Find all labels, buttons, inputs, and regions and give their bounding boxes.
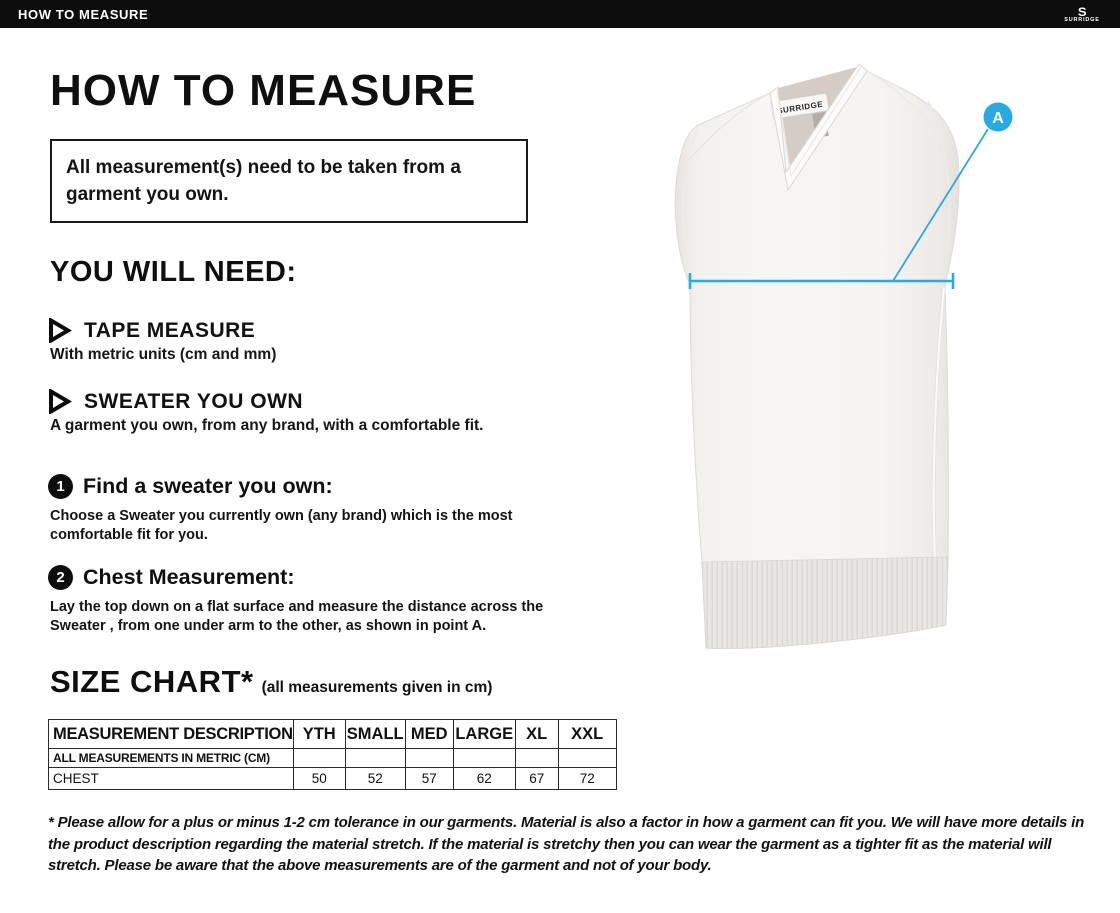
play-triangle-icon: [49, 318, 72, 343]
you-will-need-heading: YOU WILL NEED:: [50, 256, 297, 288]
table-cell: [344, 748, 406, 768]
table-cell: 62: [452, 767, 516, 790]
step-1-header: 1 Find a sweater you own:: [48, 474, 333, 499]
table-row-metric-note: ALL MEASUREMENTS IN METRIC (CM): [48, 748, 617, 768]
table-cell: 57: [404, 767, 454, 790]
size-chart-table: MEASUREMENT DESCRIPTION YTH SMALL MED LA…: [48, 719, 617, 790]
table-cell: [514, 748, 559, 768]
column-header: LARGE: [452, 719, 516, 749]
sweater-collar: SURRIDGE: [769, 63, 868, 192]
step-2-title: Chest Measurement:: [83, 565, 295, 589]
need-item-label: TAPE MEASURE: [84, 318, 256, 342]
column-header: YTH: [292, 719, 346, 749]
table-cell: 50: [292, 767, 346, 790]
top-bar: HOW TO MEASURE S SURRIDGE: [0, 0, 1120, 28]
sweater-body: [674, 70, 960, 650]
step-1-description: Choose a Sweater you currently own (any …: [50, 508, 513, 543]
column-header: SMALL: [344, 719, 406, 749]
need-item-tape-measure: TAPE MEASURE: [48, 318, 255, 343]
sweater-hem: [701, 556, 949, 649]
size-chart-subheading: (all measurements given in cm): [261, 679, 493, 696]
column-header: MED: [404, 719, 454, 749]
size-chart-heading-row: SIZE CHART* (all measurements given in c…: [50, 664, 492, 700]
table-cell: 72: [557, 767, 617, 790]
size-chart-heading: SIZE CHART*: [50, 664, 254, 699]
sweater-diagram: SURRIDGE A: [674, 63, 1013, 650]
chest-measurement-line: [688, 128, 989, 289]
need-item-description: A garment you own, from any brand, with …: [50, 417, 484, 434]
row-label: CHEST: [48, 767, 294, 790]
column-header: MEASUREMENT DESCRIPTION: [48, 719, 294, 749]
step-1-number-badge: 1: [48, 474, 73, 499]
top-bar-title: HOW TO MEASURE: [18, 6, 149, 22]
column-header: XXL: [557, 719, 617, 749]
page-title: HOW TO MEASURE: [50, 66, 477, 115]
table-row-chest: CHEST 50 52 57 62 67 72: [48, 767, 617, 790]
table-cell: 67: [514, 767, 559, 790]
surridge-logo-text: SURRIDGE: [1064, 17, 1100, 23]
table-cell: [292, 748, 346, 768]
step-2-description: Lay the top down on a flat surface and m…: [50, 599, 544, 634]
step-2-header: 2 Chest Measurement:: [48, 565, 294, 590]
point-a-label: A: [992, 110, 1004, 127]
notice-box: All measurement(s) need to be taken from…: [50, 139, 528, 223]
tolerance-footnote: * Please allow for a plus or minus 1-2 c…: [48, 814, 1085, 874]
need-item-description: With metric units (cm and mm): [50, 346, 277, 363]
play-triangle-icon: [49, 389, 72, 414]
size-chart-header-row: MEASUREMENT DESCRIPTION YTH SMALL MED LA…: [48, 719, 617, 749]
need-item-label: SWEATER YOU OWN: [84, 389, 304, 413]
table-cell: [557, 748, 617, 768]
table-cell: [404, 748, 454, 768]
column-header: XL: [514, 719, 559, 749]
surridge-logo: S SURRIDGE: [1052, 0, 1112, 28]
row-label: ALL MEASUREMENTS IN METRIC (CM): [48, 748, 294, 768]
step-2-number-badge: 2: [48, 565, 73, 590]
point-a-marker: A: [983, 102, 1013, 132]
step-1-title: Find a sweater you own:: [83, 474, 333, 498]
table-cell: [452, 748, 516, 768]
surridge-logo-mark-icon: S: [1077, 4, 1087, 19]
need-item-sweater: SWEATER YOU OWN: [48, 389, 303, 414]
table-cell: 52: [344, 767, 406, 790]
